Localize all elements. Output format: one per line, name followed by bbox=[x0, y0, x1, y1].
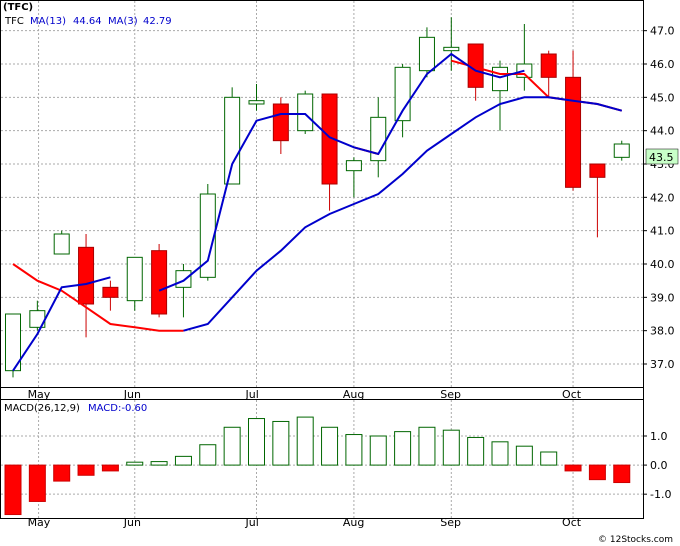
macd-bar bbox=[126, 461, 144, 466]
month-label: Aug bbox=[343, 516, 364, 529]
candle-body bbox=[224, 96, 241, 185]
price-tick-label: 46.0 bbox=[650, 58, 675, 71]
candle-body bbox=[613, 143, 630, 158]
macd-bar bbox=[442, 429, 460, 466]
price-y-ticks: 37.038.039.040.041.042.043.044.045.046.0… bbox=[643, 25, 675, 371]
month-labels: May May Jun Jun Jul Jul Aug Aug Sep Sep Oct Oct bbox=[28, 388, 582, 529]
macd-bar bbox=[248, 418, 265, 466]
macd-label: MACD(26,12,9) bbox=[4, 403, 80, 414]
month-label: May bbox=[28, 388, 51, 401]
price-tick-label: 42.0 bbox=[650, 191, 675, 204]
month-label: Sep bbox=[440, 516, 461, 529]
candle-body bbox=[492, 66, 508, 92]
month-label: Oct bbox=[562, 388, 582, 401]
macd-bar bbox=[564, 464, 582, 472]
price-tick-label: 41.0 bbox=[650, 225, 675, 238]
symbol-label: TFC bbox=[4, 16, 24, 27]
month-label: Oct bbox=[562, 516, 582, 529]
macd-tick-label: 1.0 bbox=[650, 430, 668, 443]
macd-bar bbox=[588, 464, 606, 481]
macd-bar bbox=[345, 434, 363, 466]
macd-bar bbox=[101, 464, 119, 472]
ma3-value: 42.79 bbox=[143, 16, 172, 27]
candle-body bbox=[394, 66, 411, 122]
macd-bar bbox=[53, 464, 71, 482]
candle-body bbox=[540, 53, 557, 78]
macd-value: MACD:-0.60 bbox=[88, 403, 147, 414]
footer-credit: © 12Stocks.com bbox=[598, 535, 673, 545]
candle-body bbox=[126, 256, 143, 302]
candle-body bbox=[102, 286, 119, 298]
month-label: May bbox=[28, 516, 51, 529]
price-axis-strip bbox=[0, 387, 644, 400]
ma13-value: 44.64 bbox=[73, 16, 102, 27]
month-label: Jul bbox=[245, 516, 259, 529]
macd-y-ticks: 1.0 0.0 -1.0 bbox=[643, 430, 671, 501]
candle-body bbox=[565, 76, 582, 188]
macd-bar bbox=[174, 455, 192, 466]
candle-body bbox=[443, 46, 460, 52]
price-tick-label: 45.0 bbox=[650, 91, 675, 104]
ma13-label: MA(13) bbox=[30, 16, 66, 27]
candle-body bbox=[78, 246, 95, 305]
month-label: Jun bbox=[123, 516, 141, 529]
candle-body bbox=[297, 93, 314, 132]
month-label: Sep bbox=[440, 388, 461, 401]
candle-body bbox=[321, 93, 338, 185]
ma-line bbox=[12, 276, 111, 372]
macd-tick-label: -1.0 bbox=[650, 488, 671, 501]
macd-bar bbox=[515, 445, 533, 466]
candle-body bbox=[418, 36, 435, 72]
macd-bar bbox=[199, 444, 217, 466]
month-label: Jul bbox=[245, 388, 259, 401]
macd-bar bbox=[394, 431, 412, 466]
moving-average-lines bbox=[12, 52, 623, 372]
last-price-label: 43.5 bbox=[649, 151, 674, 164]
macd-bar bbox=[418, 426, 436, 466]
candle-body bbox=[248, 100, 265, 105]
macd-bar bbox=[28, 464, 46, 502]
macd-bar bbox=[467, 436, 485, 466]
candle-body bbox=[53, 233, 70, 255]
macd-bar bbox=[272, 420, 290, 466]
month-label: Aug bbox=[343, 388, 364, 401]
price-tick-label: 47.0 bbox=[650, 25, 675, 38]
macd-bar bbox=[4, 464, 22, 516]
candle-body bbox=[272, 103, 289, 142]
macd-bar bbox=[613, 464, 631, 484]
price-tick-label: 44.0 bbox=[650, 125, 675, 138]
macd-bar bbox=[321, 426, 339, 466]
macd-tick-label: 0.0 bbox=[650, 459, 668, 472]
candle-body bbox=[151, 250, 168, 315]
price-tick-label: 38.0 bbox=[650, 325, 675, 338]
macd-bar bbox=[296, 416, 314, 466]
candle-body bbox=[589, 163, 606, 178]
candle-body bbox=[199, 193, 216, 278]
macd-bars bbox=[4, 416, 631, 516]
ma-line bbox=[12, 263, 184, 332]
ma3-label: MA(3) bbox=[108, 16, 138, 27]
last-price-box bbox=[645, 148, 679, 165]
chart-title: (TFC) bbox=[3, 2, 33, 13]
macd-bar bbox=[77, 464, 95, 476]
ma-line bbox=[183, 96, 623, 332]
macd-bar bbox=[223, 426, 241, 466]
price-tick-label: 39.0 bbox=[650, 291, 675, 304]
macd-bar bbox=[540, 451, 558, 466]
month-label: Jun bbox=[123, 388, 141, 401]
macd-bar bbox=[491, 441, 509, 466]
price-tick-label: 40.0 bbox=[650, 258, 675, 271]
macd-bar bbox=[150, 461, 168, 466]
candle-body bbox=[345, 160, 362, 172]
price-tick-label: 37.0 bbox=[650, 358, 675, 371]
ma-line bbox=[158, 52, 525, 292]
candle-body bbox=[175, 270, 192, 288]
macd-bar bbox=[369, 435, 387, 466]
